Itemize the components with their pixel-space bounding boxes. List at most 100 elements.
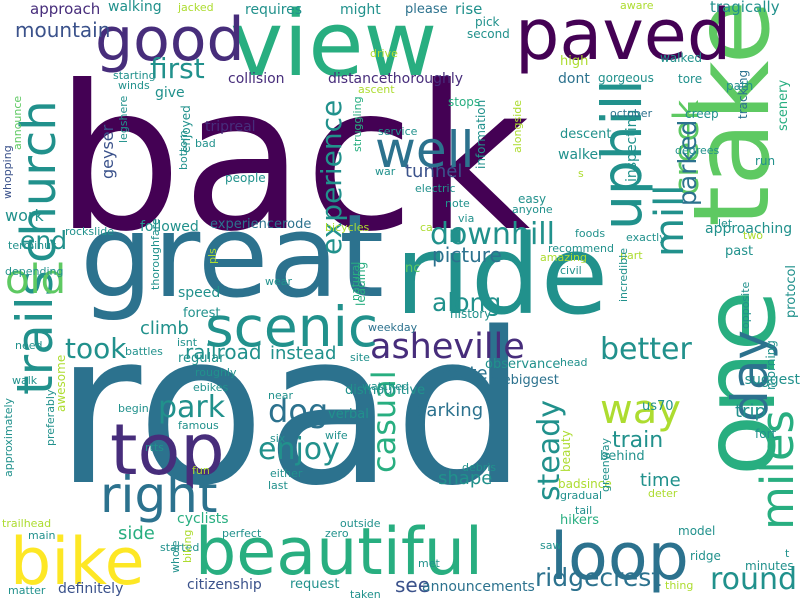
word-second: second	[467, 27, 510, 41]
word-saw: saw	[540, 539, 562, 552]
word-picture: picture	[432, 243, 502, 267]
word-beautiful: beautiful	[195, 515, 483, 590]
word-loop: loop	[550, 520, 689, 595]
word-watched: watched	[362, 380, 409, 393]
word-rtts: rtts	[145, 441, 164, 454]
word-tore: tore	[678, 72, 703, 86]
word-wife: wife	[325, 429, 348, 442]
word-approaching: approaching	[705, 221, 793, 237]
word-dog: dog	[268, 392, 329, 430]
word-definitely: definitely	[58, 581, 124, 597]
word-badsince: badsince	[558, 477, 612, 491]
word-rockslide: rockslide	[65, 225, 115, 238]
word-road: road	[55, 287, 528, 532]
word-inspecting: inspecting	[624, 109, 640, 182]
word-greenway: greenway	[599, 437, 612, 492]
word-service: service	[378, 125, 418, 138]
word-work: work	[5, 206, 44, 225]
word-better: better	[600, 332, 692, 367]
word-thing: thing	[665, 579, 694, 592]
word-last: last	[268, 479, 288, 492]
word-incredible: incredible	[617, 248, 630, 302]
word-dont: dont	[558, 71, 590, 87]
word-met: met	[418, 557, 440, 570]
word-verbal: verbal	[328, 407, 369, 422]
word-experiencerode: experiencerode	[210, 217, 312, 232]
word-trailhead: trailhead	[2, 517, 52, 530]
word-park: park	[158, 390, 226, 425]
word-instead: instead	[270, 343, 337, 364]
word-round: round	[710, 562, 798, 597]
word-citizenship: citizenship	[187, 577, 262, 593]
word-scenic: scenic	[205, 295, 379, 359]
word-climb: climb	[140, 318, 189, 339]
word-whopping: whopping	[1, 145, 14, 199]
word-back: back	[55, 43, 531, 276]
word-legshere: legshere	[117, 95, 130, 143]
word-fun: fun	[192, 464, 210, 477]
word-famous: famous	[178, 419, 219, 432]
word-took: took	[65, 332, 127, 365]
word-starting: starting	[113, 69, 156, 82]
word-creep: creep	[685, 107, 719, 121]
word-winds: winds	[118, 79, 150, 92]
word-started: started	[160, 541, 200, 554]
word-route: route	[440, 363, 488, 384]
word-approach: approach	[30, 0, 101, 18]
word-roughly: roughly	[195, 366, 237, 379]
word-main: main	[28, 529, 56, 542]
word-past: past	[725, 244, 754, 259]
word-zero: zero	[325, 527, 349, 540]
word-request: request	[290, 577, 340, 592]
word-regular: regular	[178, 351, 225, 366]
word-way: way	[600, 387, 681, 433]
word-anyone: anyone	[512, 203, 553, 216]
word-protocol: protocol	[784, 264, 799, 318]
word-s: s	[578, 167, 584, 180]
word-run: run	[755, 154, 776, 168]
word-foods: foods	[575, 227, 606, 240]
word-via: via	[458, 212, 475, 225]
word-civil: civil	[560, 264, 582, 277]
word-parking: parking	[415, 400, 484, 421]
word-top: top	[110, 409, 225, 491]
word-walked: walked	[660, 51, 703, 65]
word-note: note	[445, 197, 470, 210]
word-ca: ca	[420, 221, 433, 234]
word-matter: matter	[8, 584, 46, 597]
word-tragically: tragically	[710, 0, 780, 16]
word-cyclists: cyclists	[177, 511, 229, 527]
word-minutes: minutes	[745, 559, 794, 573]
word-high: high	[560, 54, 589, 69]
word-right: right	[100, 466, 218, 524]
word-speed: speed	[178, 285, 221, 301]
word-gorgeous: gorgeous	[598, 71, 654, 85]
word-natural: natural	[349, 261, 362, 301]
word-terminus: terminus	[8, 239, 57, 252]
word-rise: rise	[455, 0, 483, 18]
word-tracking: tracking	[736, 69, 750, 119]
word-parked: parked	[673, 119, 702, 206]
word-depending: depending	[5, 265, 64, 278]
word-morning: morning	[764, 340, 778, 390]
word-walker: walker	[558, 147, 604, 163]
word-deter: deter	[648, 487, 678, 500]
word-battles: battles	[125, 345, 163, 358]
word-bad: bad	[195, 137, 216, 150]
word-tripreal: tripreal	[205, 119, 256, 135]
word-amazing: amazing	[540, 251, 587, 264]
word-walking: walking	[108, 0, 162, 15]
word-whole: whole	[169, 540, 182, 573]
word-bottom: bottom	[177, 130, 190, 170]
word-observance: observance	[485, 357, 561, 372]
word-mountain: mountain	[15, 18, 111, 42]
word-wear: wear	[265, 275, 293, 288]
word-train: train	[612, 428, 664, 453]
word-site: site	[350, 351, 370, 364]
word-enjoy: enjoy	[258, 432, 340, 467]
word-perfect: perfect	[222, 527, 262, 540]
word-drive: drive	[370, 47, 398, 60]
word-tunnel: tunnel	[405, 161, 463, 182]
word-approximately: approximately	[2, 397, 15, 477]
word-walk: walk	[12, 374, 38, 387]
